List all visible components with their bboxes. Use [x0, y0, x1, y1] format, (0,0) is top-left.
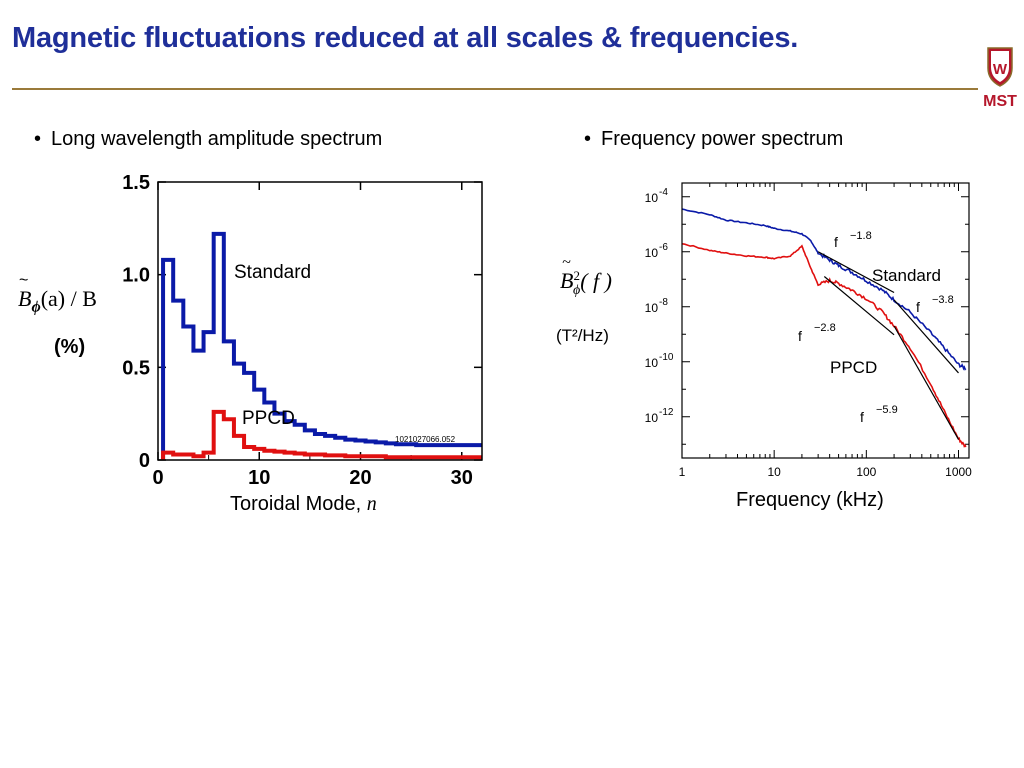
- fit-label-3: f −2.8: [798, 322, 836, 344]
- legend-ppcd: PPCD: [830, 358, 877, 377]
- y-tick-label-1: 10 -6: [645, 242, 669, 260]
- left-ylabel-main: B: [18, 286, 32, 311]
- svg-text:-10: -10: [659, 352, 674, 363]
- svg-text:-12: -12: [659, 407, 674, 418]
- x-tick-label-1: 10: [767, 465, 781, 479]
- bullet-right: • Frequency power spectrum: [584, 128, 844, 150]
- svg-text:10: 10: [645, 191, 659, 205]
- y-tick-label-4: 10 -12: [645, 407, 674, 425]
- y-tick-label-2: 1.0: [122, 265, 150, 287]
- bullet-right-text: Frequency power spectrum: [601, 128, 844, 150]
- x-tick-label-0: 0: [152, 467, 163, 489]
- left-ylabel-sub: ϕ: [31, 298, 41, 316]
- legend-standard: Standard: [872, 266, 941, 285]
- y-tick-label-0: 10 -4: [645, 187, 669, 205]
- shot-annotation: 1021027066.052: [395, 435, 456, 444]
- right-ylabel-sup: 2: [573, 268, 580, 283]
- fit-label-4: f −5.9: [860, 404, 898, 425]
- x-tick-label-2: 20: [349, 467, 371, 489]
- bullet-left-text: Long wavelength amplitude spectrum: [51, 128, 383, 150]
- svg-text:-6: -6: [659, 242, 668, 253]
- svg-text:-4: -4: [659, 187, 668, 198]
- x-tick-label-1: 10: [248, 467, 270, 489]
- svg-text:−3.8: −3.8: [932, 294, 954, 306]
- mode-spectrum-chart: 0 10 20 30 0 0.5 1.0 1.5 Standard PPCD 10210270…: [122, 172, 483, 489]
- y-tick-label-0: 0: [139, 450, 150, 472]
- fit-line-std-1: [817, 251, 895, 294]
- bullet-left: • Long wavelength amplitude spectrum: [34, 128, 383, 150]
- svg-text:f: f: [860, 409, 864, 425]
- mst-logo: W MST: [983, 47, 1017, 110]
- left-y-axis-label: B ~ ϕ(a) / B: [18, 272, 97, 316]
- right-ylabel-arg: ( f ): [580, 268, 612, 294]
- fit-line-std-2: [893, 299, 959, 374]
- title-divider: [12, 88, 978, 90]
- legend-ppcd: PPCD: [242, 408, 295, 429]
- page-title: Magnetic fluctuations reduced at all sca…: [12, 22, 799, 54]
- svg-text:−2.8: −2.8: [814, 322, 836, 334]
- svg-text:−1.8: −1.8: [850, 230, 872, 242]
- x-tick-label-2: 100: [856, 465, 876, 479]
- svg-text:10: 10: [645, 356, 659, 370]
- svg-text:f: f: [798, 328, 802, 344]
- y-tick-label-1: 0.5: [122, 357, 150, 379]
- legend-standard: Standard: [234, 262, 311, 283]
- fit-line-ppcd-2: [893, 325, 960, 440]
- svg-text:10: 10: [645, 301, 659, 315]
- y-tick-label-2: 10 -8: [645, 297, 669, 315]
- x-tick-label-3: 1000: [945, 465, 972, 479]
- series-standard-line: [681, 208, 967, 371]
- right-x-axis-label: Frequency (kHz): [736, 489, 884, 511]
- left-ylabel-arg: (a) / B: [40, 286, 97, 311]
- plot-frame: [681, 182, 970, 459]
- left-xlabel-var: n: [366, 493, 377, 515]
- left-ylabel-unit: (%): [54, 336, 86, 358]
- right-ylabel-unit: (T²/Hz): [556, 326, 609, 345]
- svg-text:−5.9: −5.9: [876, 404, 898, 416]
- svg-text:f: f: [834, 234, 838, 250]
- plot-frame: [157, 181, 483, 461]
- svg-text:10: 10: [645, 246, 659, 260]
- fit-line-ppcd-1: [823, 276, 895, 336]
- series-standard-line: [161, 231, 482, 460]
- tilde-mark: ~: [562, 254, 571, 271]
- series-ppcd-line: [681, 243, 967, 448]
- logo-crest-letter: W: [993, 61, 1008, 78]
- y-tick-label-3: 1.5: [122, 172, 150, 194]
- logo-text: MST: [983, 93, 1017, 110]
- fit-label-2: f −3.8: [916, 294, 954, 315]
- svg-text:-8: -8: [659, 297, 668, 308]
- right-ylabel-sub: ϕ: [572, 282, 581, 298]
- series-ppcd-line: [161, 409, 482, 460]
- right-ylabel-main: B: [560, 268, 574, 294]
- right-y-axis-label: B ~2ϕ( f ): [560, 254, 612, 299]
- tilde-mark: ~: [19, 272, 29, 289]
- fit-label-1: f −1.8: [834, 230, 872, 250]
- y-tick-label-3: 10 -10: [645, 352, 674, 370]
- x-tick-label-0: 1: [679, 465, 686, 479]
- svg-text:10: 10: [645, 411, 659, 425]
- left-x-axis-label: Toroidal Mode, n: [230, 493, 377, 516]
- svg-text:f: f: [916, 299, 920, 315]
- left-xlabel-text: Toroidal Mode,: [230, 493, 367, 515]
- x-tick-label-3: 30: [451, 467, 473, 489]
